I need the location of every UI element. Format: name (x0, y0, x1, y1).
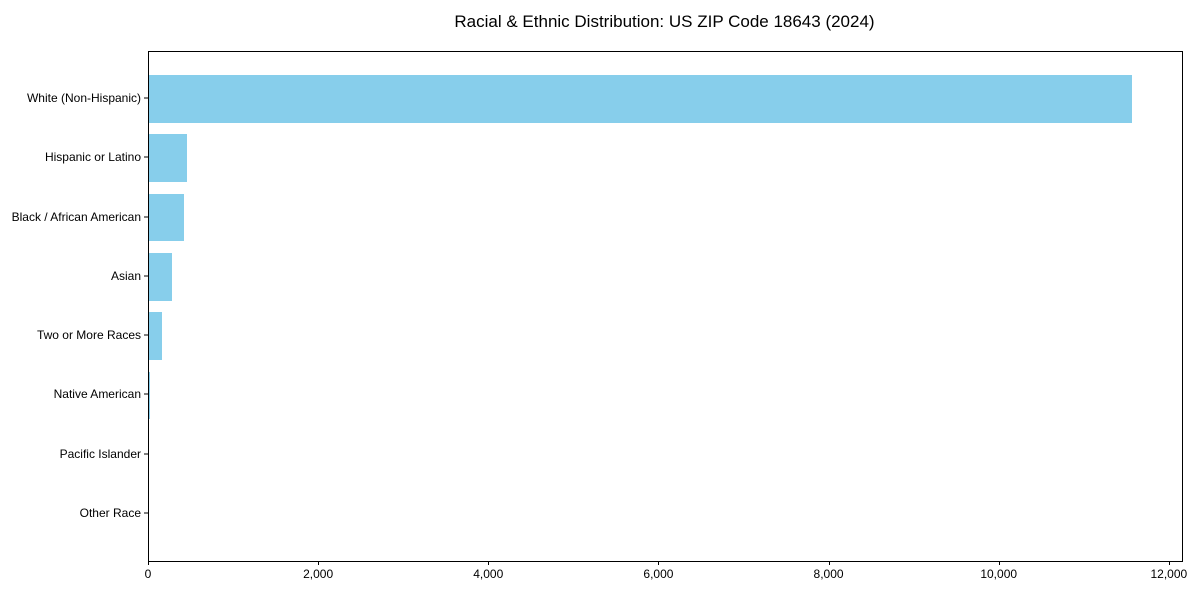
x-tick-mark (318, 561, 320, 565)
y-tick-label: Two or More Races (36, 328, 141, 343)
x-tick-label: 6,000 (643, 567, 674, 581)
x-tick-mark (488, 561, 490, 565)
chart-title: Racial & Ethnic Distribution: US ZIP Cod… (454, 12, 875, 31)
bar-black-african-american (149, 193, 184, 242)
x-tick-mark (828, 561, 830, 565)
x-tick-label: 2,000 (303, 567, 334, 581)
bar-native-american (149, 371, 151, 420)
x-tick-label: 10,000 (980, 567, 1018, 581)
x-tick-label: 4,000 (473, 567, 504, 581)
y-tick-label: Pacific Islander (59, 446, 141, 461)
plot-area (148, 51, 1183, 562)
x-tick-label: 8,000 (813, 567, 844, 581)
bar-asian (149, 253, 172, 301)
bar-white-non-hispanic (149, 75, 1133, 123)
y-tick-mark (144, 97, 148, 99)
x-tick-mark (1168, 561, 1170, 565)
y-tick-label: Hispanic or Latino (44, 150, 141, 165)
y-tick-label: Other Race (79, 506, 141, 521)
y-tick-mark (144, 216, 148, 217)
y-tick-mark (144, 334, 148, 336)
x-tick-label: 12,000 (1150, 567, 1188, 581)
bar-hispanic-or-latino (149, 134, 188, 182)
y-tick-label: Asian (110, 268, 141, 283)
y-tick-label: Black / African American (11, 209, 141, 224)
x-tick-mark (148, 561, 149, 565)
bar-two-or-more-races (149, 312, 162, 360)
y-tick-mark (144, 512, 148, 514)
y-tick-mark (144, 393, 148, 395)
x-tick-mark (658, 561, 660, 565)
y-tick-label: Native American (53, 387, 141, 402)
y-tick-mark (144, 453, 148, 455)
x-tick-label: 0 (144, 567, 152, 581)
x-tick-mark (998, 561, 1000, 565)
y-tick-mark (144, 156, 148, 158)
y-tick-mark (144, 275, 148, 277)
y-tick-label: White (Non-Hispanic) (26, 90, 141, 105)
